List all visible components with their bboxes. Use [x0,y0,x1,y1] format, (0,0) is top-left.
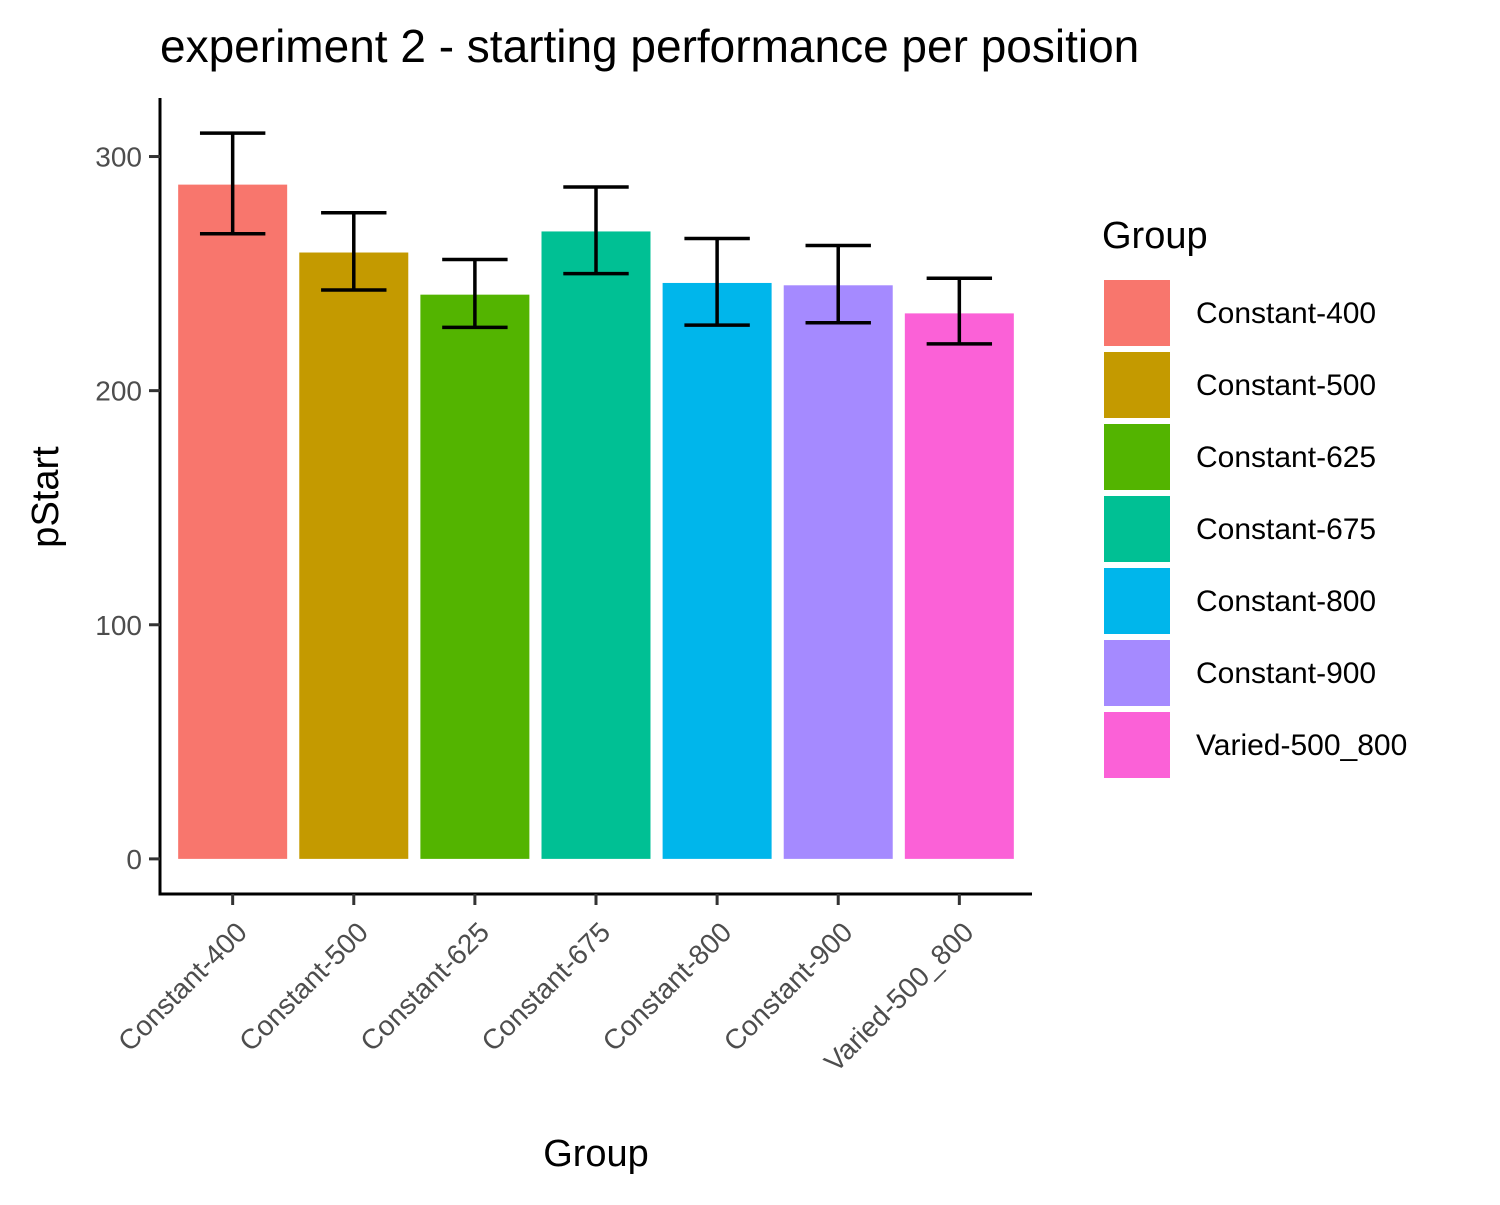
legend-key [1104,712,1170,778]
error-bar-constant-675 [563,185,629,276]
error-bars-group [199,131,993,346]
bar-constant-625 [420,294,530,859]
bar-constant-800 [662,282,772,859]
error-bar-constant-400 [199,131,266,236]
x-tick-label: Constant-500 [233,916,374,1057]
y-ticks-group: 0 100 200 300 [95,142,160,875]
y-tick-label: 100 [95,610,142,641]
legend-item: Constant-625 [1104,424,1376,490]
x-tick-label: Constant-400 [112,916,253,1057]
legend-key [1104,496,1170,562]
legend-label: Constant-900 [1196,657,1376,690]
legend-item: Varied-500_800 [1104,712,1407,778]
bar-constant-500 [299,252,409,859]
legend-item: Constant-500 [1104,352,1376,418]
legend-key [1104,280,1170,346]
error-bar-constant-500 [321,210,387,292]
legend-item: Constant-400 [1104,280,1376,346]
error-bar-constant-800 [684,236,750,327]
legend-label: Varied-500_800 [1196,729,1407,762]
legend-title: Group [1102,215,1208,257]
legend-key [1104,640,1170,706]
x-axis-title: Group [543,1133,649,1175]
error-bar-constant-900 [805,243,871,325]
x-tick-label: Constant-625 [354,916,495,1057]
error-bar-constant-625 [442,257,508,330]
legend-label: Constant-625 [1196,441,1376,474]
legend-item: Constant-675 [1104,496,1376,562]
legend-item: Constant-900 [1104,640,1376,706]
y-tick-label: 300 [95,142,142,173]
bar-varied-500_800 [904,313,1014,859]
x-ticks-group: Constant-400Constant-500Constant-625Cons… [112,894,980,1078]
legend: Group Constant-400 Constant-500 Constant-6… [1102,215,1407,778]
y-tick-label: 200 [95,376,142,407]
bars-group [178,184,1014,859]
legend-label: Constant-800 [1196,585,1376,618]
chart-title: experiment 2 - starting performance per … [160,20,1139,72]
legend-key [1104,424,1170,490]
x-tick-label: Constant-800 [597,916,738,1057]
legend-key [1104,568,1170,634]
legend-label: Constant-500 [1196,369,1376,402]
bar-constant-400 [178,184,288,859]
bar-constant-900 [783,285,893,859]
legend-item: Constant-800 [1104,568,1376,634]
y-tick-label: 0 [126,844,142,875]
bar-constant-675 [541,231,651,859]
error-bar-varied-500_800 [926,276,993,346]
legend-key [1104,352,1170,418]
legend-label: Constant-675 [1196,513,1376,546]
legend-label: Constant-400 [1196,297,1376,330]
y-axis-title: pStart [25,446,67,548]
x-tick-label: Constant-675 [475,916,616,1057]
